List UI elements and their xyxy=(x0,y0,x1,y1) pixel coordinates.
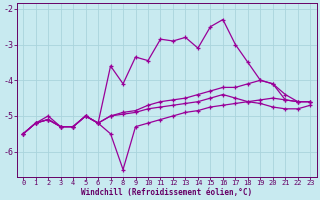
X-axis label: Windchill (Refroidissement éolien,°C): Windchill (Refroidissement éolien,°C) xyxy=(81,188,252,197)
